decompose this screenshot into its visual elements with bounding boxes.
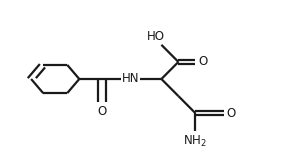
Text: NH$_2$: NH$_2$ (184, 134, 207, 149)
Text: O: O (97, 105, 107, 118)
Text: HO: HO (147, 30, 165, 43)
Text: O: O (198, 55, 207, 68)
Text: HN: HN (122, 73, 139, 85)
Text: O: O (227, 107, 236, 120)
